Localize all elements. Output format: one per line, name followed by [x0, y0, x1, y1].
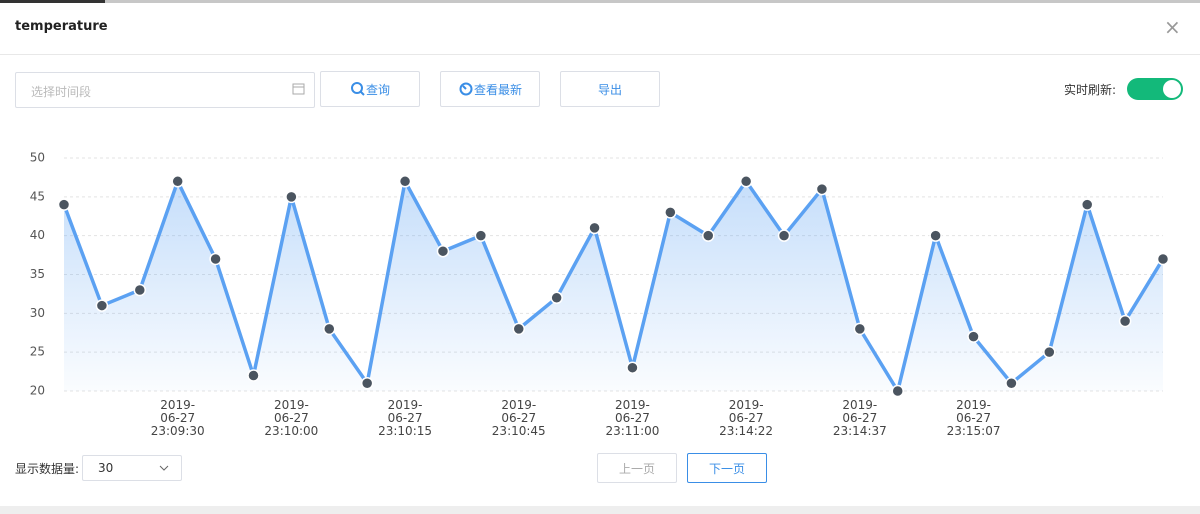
point: [1118, 314, 1132, 328]
x-tick-label: 2019-06-27 23:15:07: [946, 398, 1001, 438]
top-border: [0, 0, 1200, 3]
refresh-toggle[interactable]: [1127, 78, 1183, 100]
point: [550, 291, 563, 305]
x-tick-label: 2019-06-27 23:09:30: [150, 398, 205, 438]
point: [1156, 252, 1170, 266]
y-tick-label: 40: [30, 228, 45, 242]
point: [664, 206, 677, 219]
point: [626, 361, 639, 374]
point: [323, 322, 336, 336]
y-tick-label: 50: [30, 151, 45, 165]
latest-label: 查看最新: [473, 82, 522, 97]
point: [285, 190, 298, 204]
point: [1005, 376, 1018, 390]
point: [474, 229, 488, 242]
prev-label: 上一页: [618, 461, 655, 476]
search-icon: [350, 82, 365, 96]
divider: [0, 54, 1200, 55]
point: [95, 299, 109, 312]
point: [891, 384, 904, 398]
point: [588, 221, 601, 235]
point: [360, 376, 374, 390]
count-value: 30: [98, 461, 114, 475]
date-placeholder: 选择时间段: [31, 85, 92, 99]
dialog-title: temperature: [15, 19, 108, 34]
refresh-icon: [459, 82, 473, 96]
x-tick-label: 2019-06-27 23:14:37: [832, 398, 887, 438]
query-label: 查询: [365, 82, 390, 97]
next-label: 下一页: [708, 461, 745, 476]
point: [815, 182, 829, 196]
y-tick-label: 45: [30, 189, 45, 203]
x-tick-label: 2019-06-27 23:11:00: [605, 398, 660, 438]
x-tick-label: 2019-06-27 23:14:22: [719, 398, 774, 438]
y-tick-label: 25: [30, 345, 45, 359]
point: [853, 322, 867, 336]
x-tick-label: 2019-06-27 23:10:00: [264, 398, 319, 438]
y-tick-label: 20: [30, 384, 45, 398]
latest-button[interactable]: 查看最新: [440, 71, 540, 107]
point: [967, 330, 980, 343]
x-tick-label: 2019-06-27 23:10:45: [491, 398, 546, 438]
point: [436, 244, 450, 258]
area: [64, 181, 1163, 391]
query-button[interactable]: 查询: [320, 71, 420, 107]
count-select[interactable]: 30: [82, 455, 182, 481]
point: [1080, 198, 1094, 211]
close-button[interactable]: ×: [1164, 15, 1181, 39]
point: [209, 252, 222, 266]
top-border-dark: [0, 0, 105, 3]
toggle-knob: [1163, 80, 1181, 98]
export-button[interactable]: 导出: [560, 71, 660, 107]
refresh-label: 实时刷新:: [1064, 83, 1117, 97]
point: [512, 322, 526, 336]
point: [171, 175, 184, 188]
point: [701, 229, 715, 242]
count-label: 显示数据量:: [15, 462, 80, 476]
point: [398, 175, 412, 188]
point: [929, 229, 942, 242]
point: [247, 369, 260, 382]
line: [62, 179, 1165, 393]
x-tick-label: 2019-06-27 23:10:15: [378, 398, 433, 438]
y-tick-label: 30: [30, 306, 45, 320]
calendar-icon: [292, 83, 305, 95]
point: [739, 175, 753, 188]
export-label: 导出: [597, 82, 622, 97]
point: [57, 198, 71, 211]
date-input[interactable]: 选择时间段: [15, 72, 315, 108]
point: [777, 229, 791, 242]
next-button[interactable]: 下一页: [687, 453, 767, 483]
point: [133, 283, 147, 297]
point: [1043, 345, 1056, 359]
bottom-border: [0, 506, 1200, 514]
y-tick-label: 35: [30, 267, 45, 281]
chevron: [159, 465, 169, 471]
prev-button[interactable]: 上一页: [597, 453, 677, 483]
